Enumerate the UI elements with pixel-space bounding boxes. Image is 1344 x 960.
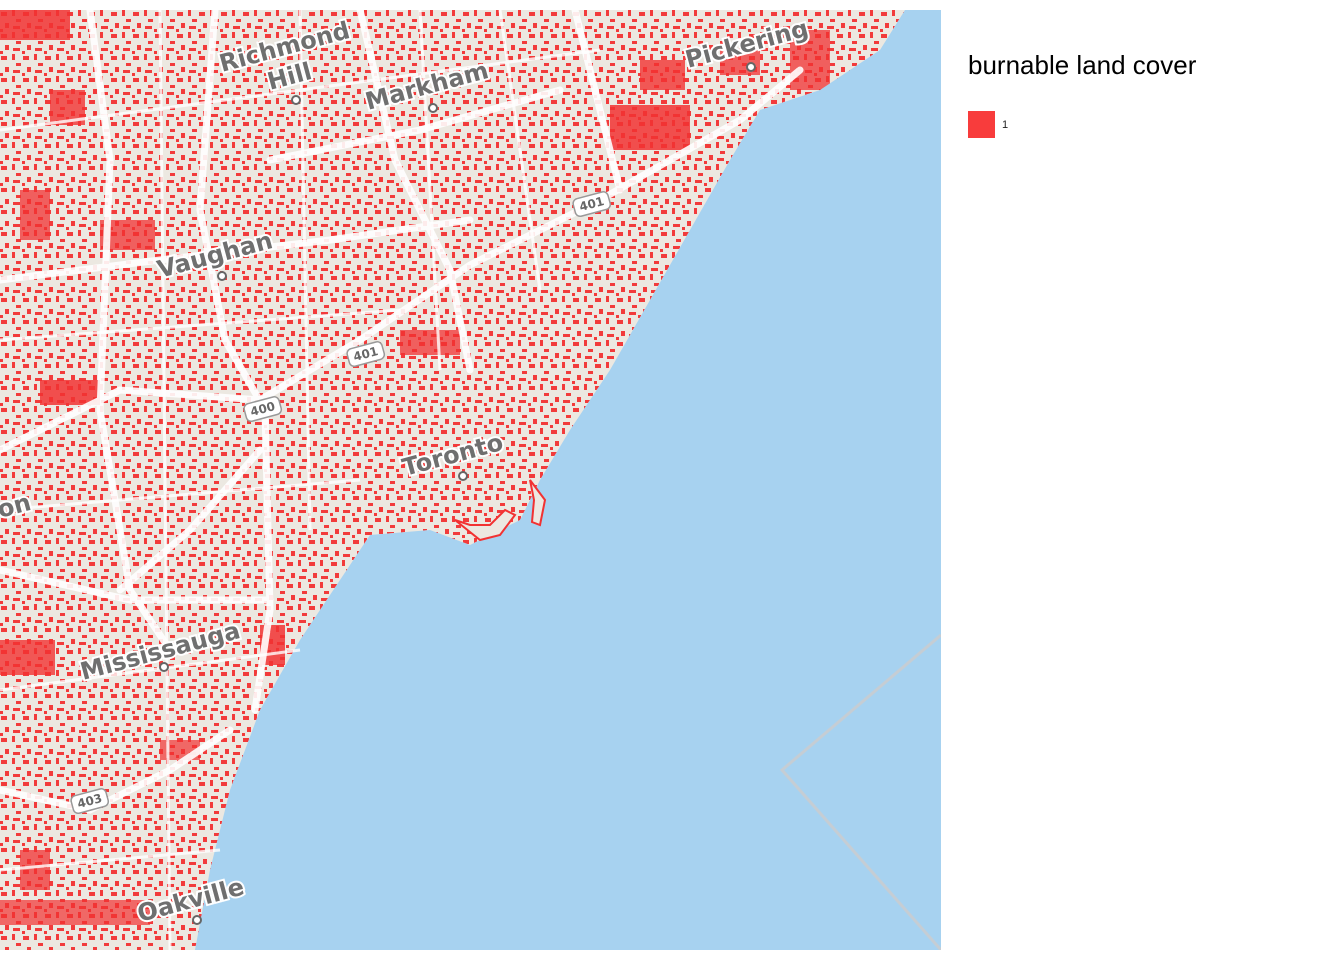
map-canvas[interactable]: 401 401 400 403 Richmond Hill Markham P <box>0 10 941 950</box>
map-view[interactable]: 401 401 400 403 Richmond Hill Markham P <box>0 10 941 950</box>
svg-text:403: 403 <box>76 791 104 811</box>
map-legend: burnable land cover 1 <box>968 50 1328 138</box>
legend-swatch <box>968 111 995 138</box>
highway-shield-401-east: 401 <box>572 191 612 218</box>
highway-shield-403: 403 <box>70 788 110 815</box>
lake-ontario <box>195 10 941 950</box>
toronto-islands <box>454 508 517 542</box>
highway-network <box>0 10 804 814</box>
leslie-spit <box>529 479 547 527</box>
legend-title: burnable land cover <box>968 50 1197 80</box>
city-markers <box>159 62 756 925</box>
svg-text:401: 401 <box>578 194 606 214</box>
burnable-land-cover-layer <box>0 10 905 950</box>
svg-text:401: 401 <box>352 344 380 364</box>
secondary-roads <box>0 10 601 950</box>
legend-item-label: 1 <box>1002 118 1009 131</box>
highway-shield-400: 400 <box>243 396 283 423</box>
svg-text:400: 400 <box>249 399 277 419</box>
legend-item: 1 <box>968 111 1328 138</box>
highway-shield-401-west: 401 <box>346 341 386 368</box>
lake-boundary-line <box>779 633 941 950</box>
